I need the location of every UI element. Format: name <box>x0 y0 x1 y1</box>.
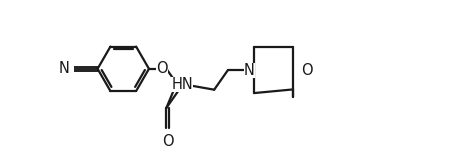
Text: O: O <box>301 63 313 78</box>
Text: HN: HN <box>171 77 193 92</box>
Text: O: O <box>162 135 173 150</box>
Text: N: N <box>244 63 255 78</box>
Text: N: N <box>58 61 69 76</box>
Text: O: O <box>156 61 168 76</box>
